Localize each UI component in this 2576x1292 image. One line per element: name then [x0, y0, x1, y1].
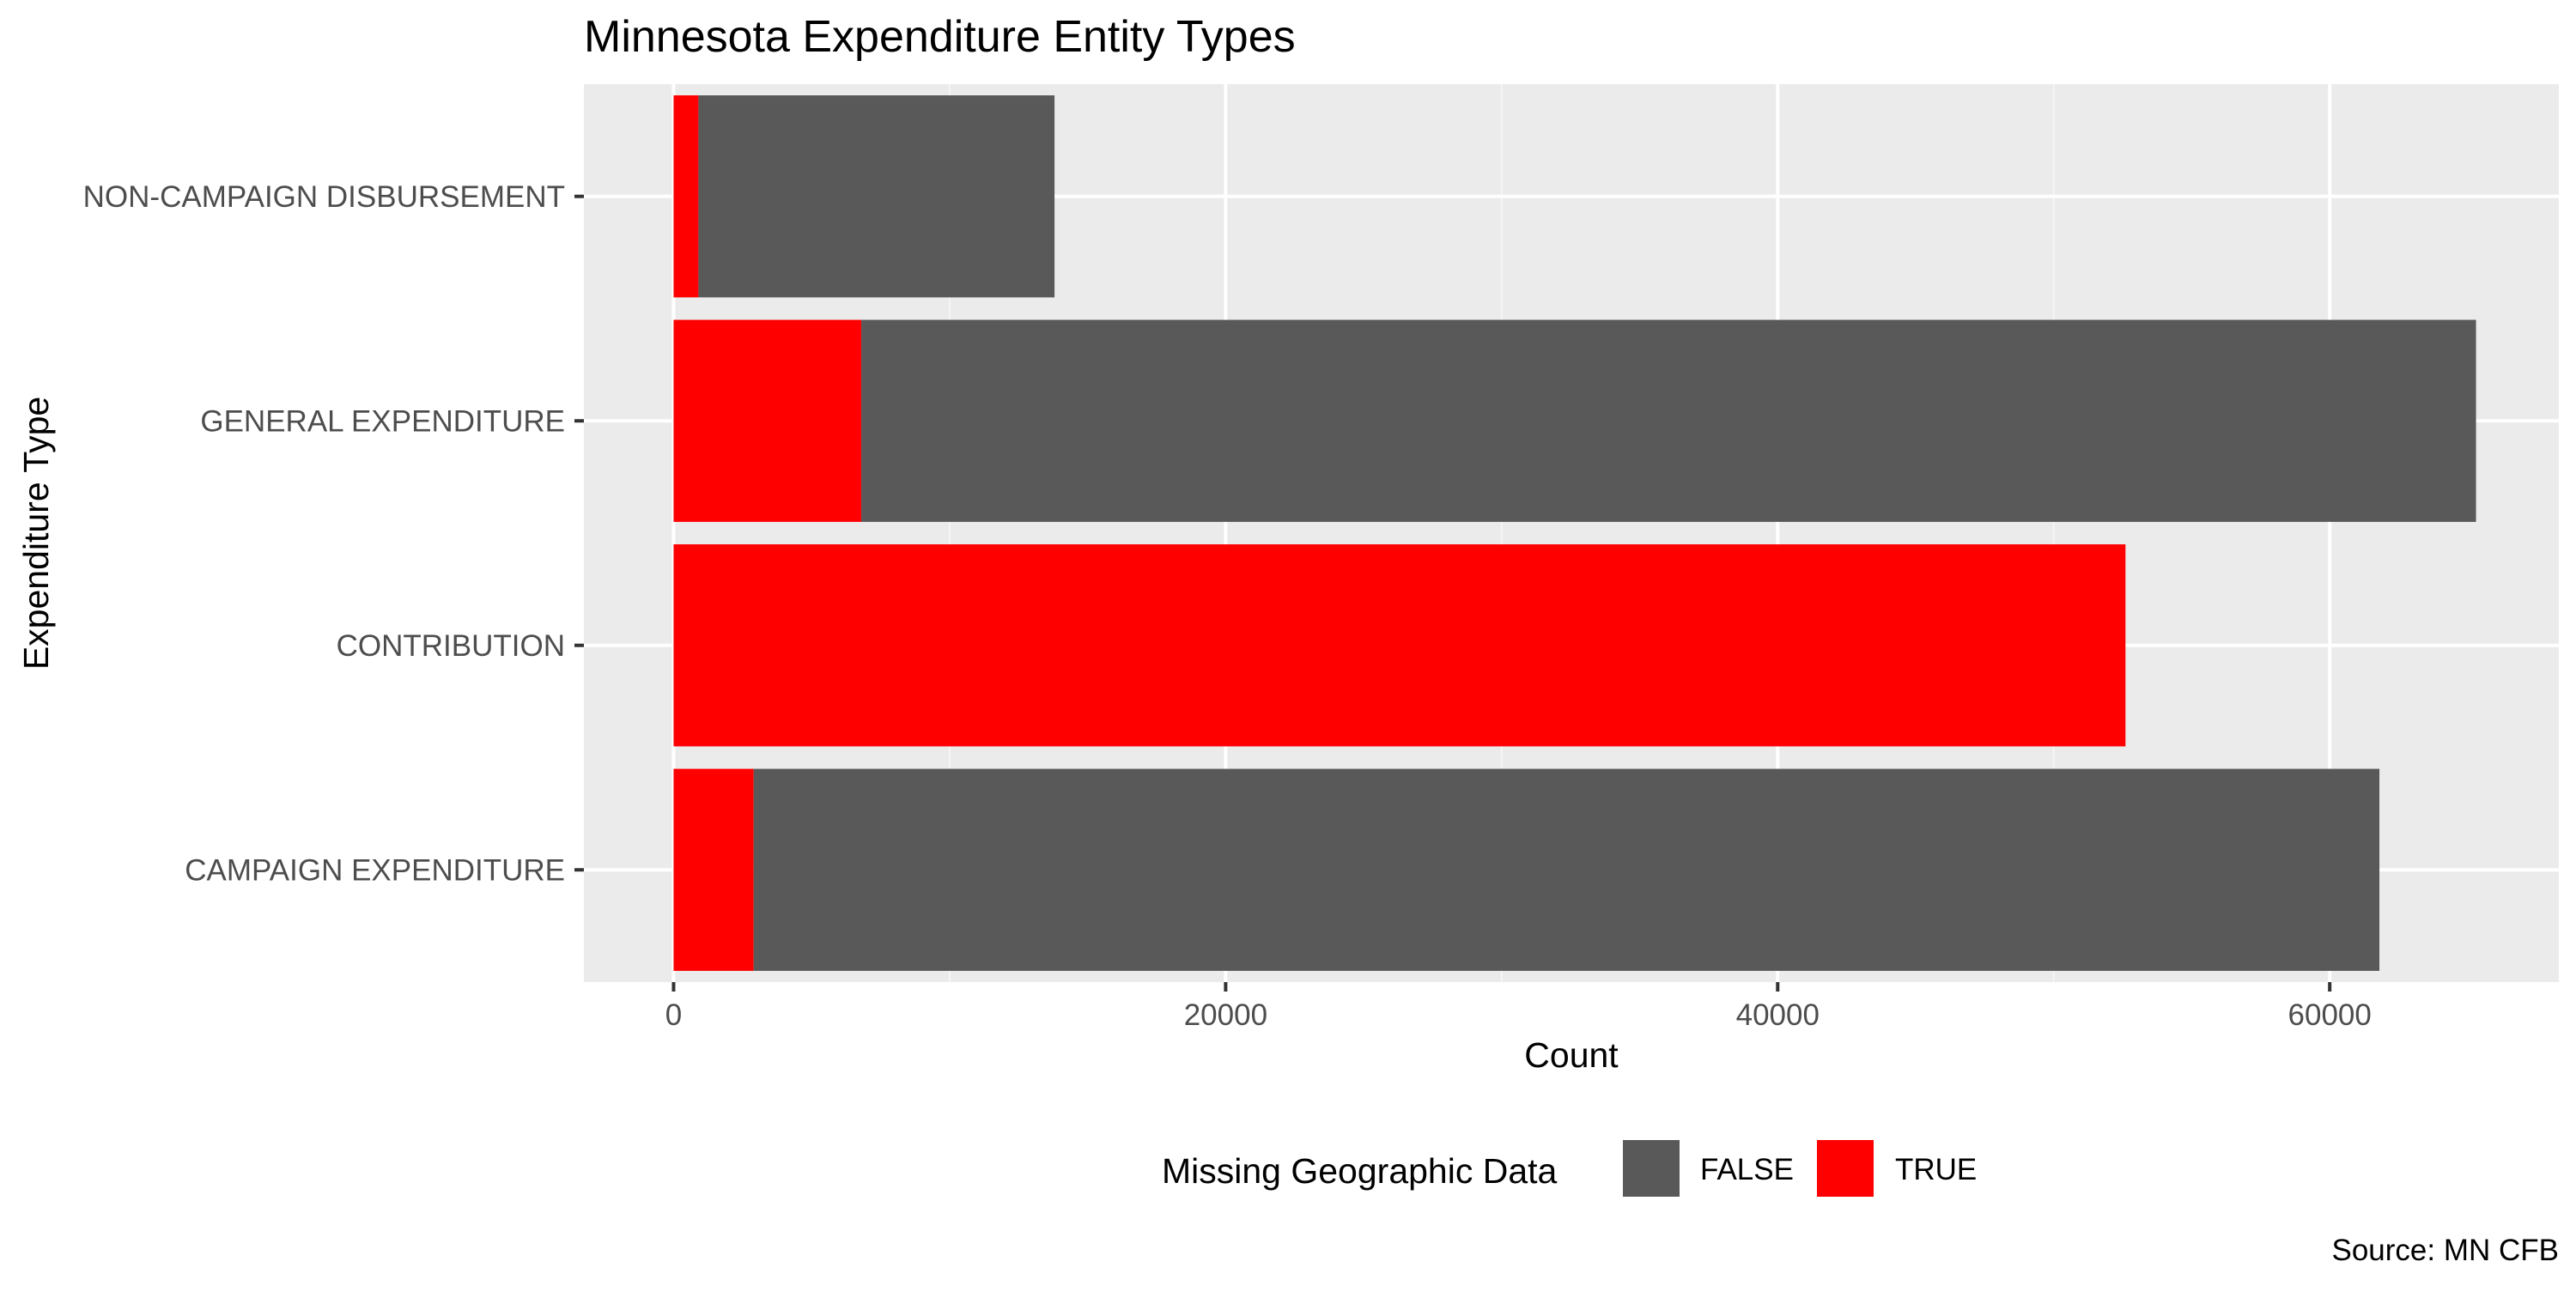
bar-false-campaign-expenditure [753, 768, 2380, 971]
legend-label-true: TRUE [1895, 1153, 1977, 1186]
bars [673, 95, 2476, 971]
y-tick-label: CAMPAIGN EXPENDITURE [185, 853, 565, 887]
x-tick-label: 40000 [1736, 998, 1820, 1032]
bar-true-contribution [673, 544, 2126, 747]
bar-true-campaign-expenditure [673, 768, 754, 971]
legend-label-false: FALSE [1700, 1153, 1794, 1186]
y-tick-label: GENERAL EXPENDITURE [200, 404, 565, 438]
y-axis: CAMPAIGN EXPENDITURE CONTRIBUTION GENERAL … [83, 180, 584, 887]
source-caption: Source: MN CFB [2332, 1234, 2560, 1267]
legend-swatch-false [1623, 1140, 1680, 1197]
x-axis-title: Count [1524, 1035, 1619, 1075]
y-tick-label: CONTRIBUTION [337, 629, 565, 663]
legend-swatch-true [1817, 1140, 1874, 1197]
x-tick-label: 20000 [1184, 998, 1267, 1032]
bar-true-non-campaign-disbursement [673, 95, 699, 298]
y-tick-label: NON-CAMPAIGN DISBURSEMENT [83, 180, 565, 214]
legend-title: Missing Geographic Data [1162, 1151, 1558, 1191]
x-tick-label: 0 [665, 998, 682, 1032]
y-axis-title: Expenditure Type [16, 397, 56, 670]
bar-false-general-expenditure [861, 319, 2476, 522]
legend: Missing Geographic Data FALSE TRUE [1162, 1140, 1977, 1197]
chart-title: Minnesota Expenditure Entity Types [584, 12, 1296, 62]
x-tick-label: 60000 [2288, 998, 2372, 1032]
bar-false-non-campaign-disbursement [698, 95, 1055, 298]
bar-true-general-expenditure [673, 319, 862, 522]
x-axis: 0 20000 40000 60000 [665, 982, 2372, 1032]
